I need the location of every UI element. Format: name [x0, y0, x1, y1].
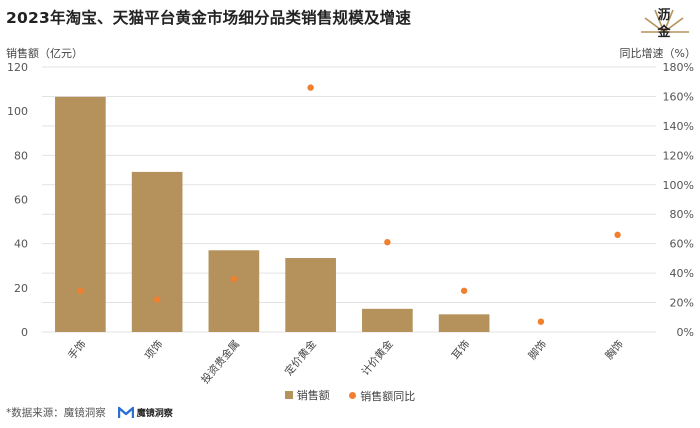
- y2-tick-label: 40%: [670, 267, 694, 280]
- logo-line-2: 金: [656, 24, 671, 40]
- y-tick-label: 40: [14, 238, 28, 251]
- x-category-label: 投资贵金属: [198, 338, 242, 387]
- y-tick-label: 20: [14, 282, 28, 295]
- legend-label-bar: 销售额: [296, 389, 330, 402]
- bar-3: [285, 258, 336, 332]
- chart-title: 2023年淘宝、天猫平台黄金市场细分品类销售规模及增速: [6, 9, 412, 27]
- bar-0: [55, 96, 106, 332]
- y2-tick-label: 60%: [670, 238, 694, 251]
- logo-line-1: 沥: [657, 8, 670, 23]
- y-tick-label: 100: [7, 105, 28, 118]
- source-text: *数据来源：魔镜洞察: [6, 407, 106, 419]
- x-category-label: 项饰: [142, 338, 165, 362]
- y2-tick-label: 0%: [677, 326, 694, 339]
- bar-5: [438, 314, 490, 332]
- y2-axis-title: 同比增速（%）: [619, 47, 696, 60]
- dot-0: [77, 287, 84, 294]
- y2-tick-label: 100%: [663, 179, 694, 192]
- y-tick-label: 80: [14, 149, 28, 162]
- brand-logo: 沥 金: [641, 8, 689, 40]
- x-category-labels: 手饰 项饰 投资贵金属 定价黄金 计价黄金 耳饰 脚饰 胸饰: [65, 337, 626, 386]
- dot-4: [384, 238, 391, 246]
- x-category-label: 计价黄金: [359, 337, 396, 378]
- source-logo-text: 魔镜洞察: [136, 409, 173, 419]
- source-logo: 魔镜洞察: [117, 406, 173, 419]
- legend-label-dot: 销售额同比: [360, 389, 416, 403]
- data-source: *数据来源：魔镜洞察 魔镜洞察: [6, 405, 173, 420]
- dot-1: [153, 296, 161, 303]
- y2-tick-label: 80%: [670, 208, 694, 221]
- y-axis-title: 销售额（亿元）: [6, 47, 83, 60]
- y2-tick-label: 20%: [670, 297, 694, 310]
- m-logo-icon: [117, 406, 134, 418]
- scatter-series: [77, 84, 621, 325]
- y2-tick-labels: 0% 20% 40% 60% 80% 100% 120% 140% 160% 180%: [663, 61, 694, 339]
- dot-3: [307, 84, 314, 91]
- x-category-label: 胸饰: [602, 338, 625, 362]
- dot-5: [460, 287, 468, 294]
- x-category-label: 耳饰: [449, 338, 472, 362]
- y2-tick-label: 160%: [663, 90, 694, 103]
- bar-2: [208, 250, 260, 332]
- legend: 销售额 销售额同比: [0, 387, 700, 404]
- y-tick-label: 60: [14, 194, 28, 207]
- bar-swatch-icon: [284, 391, 293, 399]
- y2-tick-label: 140%: [663, 120, 694, 133]
- dot-swatch-icon: [349, 392, 357, 399]
- x-category-label: 定价黄金: [282, 337, 319, 378]
- x-category-label: 脚饰: [526, 338, 549, 362]
- y2-tick-label: 120%: [663, 149, 694, 162]
- bar-1: [131, 171, 183, 332]
- y-tick-labels: 0 20 40 60 80 100 120: [7, 61, 28, 339]
- bar-4: [362, 308, 413, 332]
- y2-tick-label: 180%: [663, 61, 694, 74]
- y-tick-label: 0: [21, 326, 28, 339]
- dot-2: [230, 275, 238, 283]
- x-category-label: 手饰: [65, 338, 88, 362]
- sunburst-icon: [641, 9, 689, 33]
- dot-6: [537, 318, 545, 325]
- legend-item-bar: 销售额: [284, 387, 330, 403]
- y-tick-label: 120: [7, 61, 28, 74]
- dot-7: [614, 231, 621, 239]
- legend-item-dot: 销售额同比: [349, 388, 415, 404]
